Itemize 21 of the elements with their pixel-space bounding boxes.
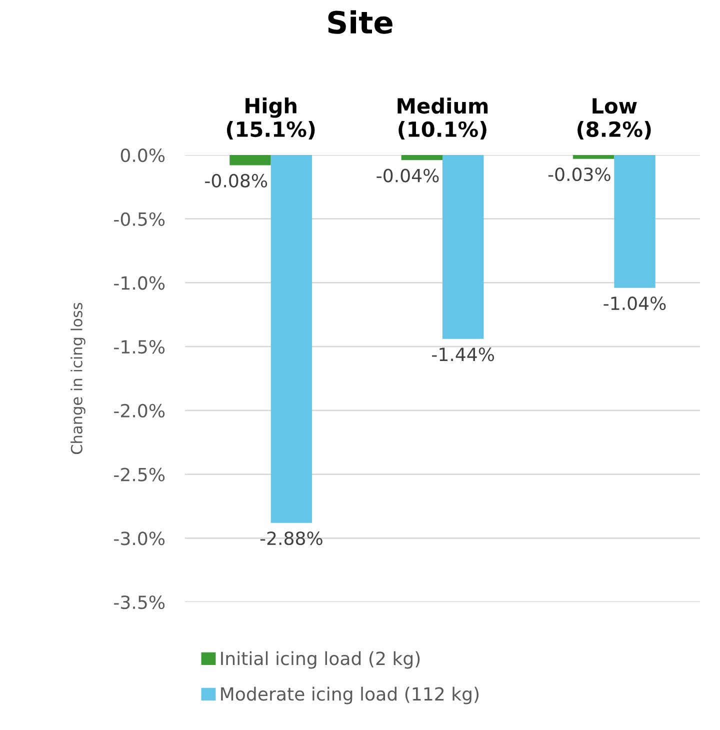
y-tick-label: -1.5% xyxy=(114,340,165,354)
x-tick-label: High (15.1%) xyxy=(226,97,315,140)
data-label: -2.88% xyxy=(260,531,322,546)
y-tick-label: -2.0% xyxy=(114,404,165,418)
y-axis-title: Change in icing loss xyxy=(70,302,86,454)
x-tick-label: Medium (10.1%) xyxy=(398,98,488,140)
y-tick-label: -1.0% xyxy=(114,276,165,290)
data-label: -0.04% xyxy=(376,168,439,182)
data-label: -0.08% xyxy=(205,174,268,188)
y-tick-label: -2.5% xyxy=(114,468,165,482)
y-tick-label: -3.0% xyxy=(114,532,165,546)
data-label: -0.03% xyxy=(548,167,610,182)
data-label: -1.04% xyxy=(604,296,666,310)
data-label: -1.44% xyxy=(432,348,494,362)
y-tick-label: -3.5% xyxy=(114,595,165,610)
y-tick-label: 0.0% xyxy=(120,148,165,162)
legend-label: Initial icing load (2 kg) xyxy=(221,651,420,669)
legend-label: Moderate icing load (112 kg) xyxy=(221,686,478,704)
x-tick-label: Low (8.2%) xyxy=(578,98,651,140)
y-tick-label: -0.5% xyxy=(114,212,165,226)
chart-title: Site xyxy=(328,10,392,34)
